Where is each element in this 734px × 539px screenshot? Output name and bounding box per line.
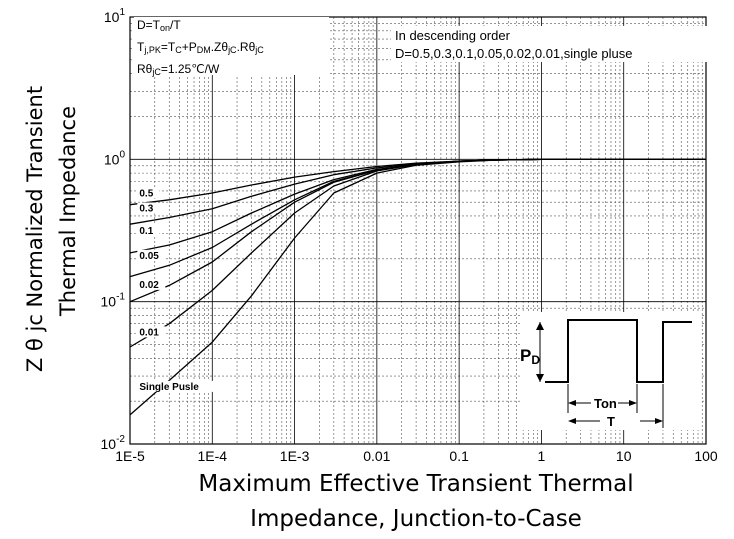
plot-frame: [129, 16, 707, 445]
series-label: 0.3: [139, 204, 153, 215]
x-tick-label: 1E-5: [115, 448, 145, 464]
series-line: [129, 158, 706, 303]
pulse-waveform: [545, 319, 692, 383]
series-label: 0.5: [139, 188, 153, 199]
series-labels: 0.5 0.3 0.1 0.05 0.02 0.01 Single Pusle: [137, 187, 214, 393]
series-label-bg: [137, 326, 166, 338]
annotation-order: In descending order: [395, 28, 511, 43]
x-axis-title-line2: Impedance, Junction-to-Case: [250, 506, 582, 532]
period-label: T: [607, 414, 615, 429]
y-axis-title-line1: Z θ jc Normalized Transient: [23, 86, 47, 372]
series-label-bg: [137, 202, 160, 214]
annotation-right-box: In descending order D=0.5,0.3,0.1,0.05,0…: [391, 26, 707, 62]
y-tick-label: 10-1: [101, 292, 126, 310]
series-line: [129, 158, 706, 416]
series-label: Single Pusle: [139, 382, 199, 393]
x-tick-label: 0.1: [449, 448, 469, 464]
x-tick-labels: 1E-5 1E-4 1E-3 0.01 0.1 1 10 100: [115, 448, 718, 464]
x-tick-label: 0.01: [363, 448, 390, 464]
series-label: 0.05: [139, 251, 159, 262]
series-label-bg: [137, 224, 160, 236]
x-tick-label: 1E-4: [197, 448, 227, 464]
series-label: 0.1: [139, 226, 153, 237]
y-tick-label: 10-2: [101, 434, 126, 452]
annotation-left-box: D=Ton/T Tj,PK=TC+PDM.ZθjC.RθjC RθjC=1.25…: [134, 17, 329, 77]
annotation-duty: D=Ton/T: [137, 18, 181, 33]
series-label: 0.02: [139, 280, 159, 291]
annotation-rth: RθjC=1.25℃/W: [137, 62, 220, 77]
y-tick-labels: 10-2 10-1 100 101: [101, 7, 126, 452]
x-axis-title-line1: Maximum Effective Transient Thermal: [198, 471, 633, 497]
x-tick-label: 10: [616, 448, 632, 464]
x-tick-label: 1E-3: [280, 448, 310, 464]
ton-label: Ton: [594, 396, 617, 411]
series-label-bg: [137, 187, 160, 199]
y-tick-label: 100: [104, 149, 126, 167]
series-layer: [129, 158, 706, 416]
pulse-waveform-diagram: PD Ton T: [520, 312, 700, 430]
x-tick-label: 1: [538, 448, 546, 464]
x-tick-label: 100: [694, 448, 718, 464]
series-label-bg: [137, 380, 214, 392]
series-label-bg: [137, 249, 166, 261]
y-tick-label: 101: [104, 7, 126, 25]
series-label: 0.01: [139, 327, 159, 338]
pd-label: PD: [520, 346, 540, 367]
annotation-duty-list: D=0.5,0.3,0.1,0.05,0.02,0.01,single plus…: [395, 46, 632, 61]
series-label-bg: [137, 278, 166, 290]
y-axis-title-line2: Thermal Impedance: [56, 106, 80, 317]
